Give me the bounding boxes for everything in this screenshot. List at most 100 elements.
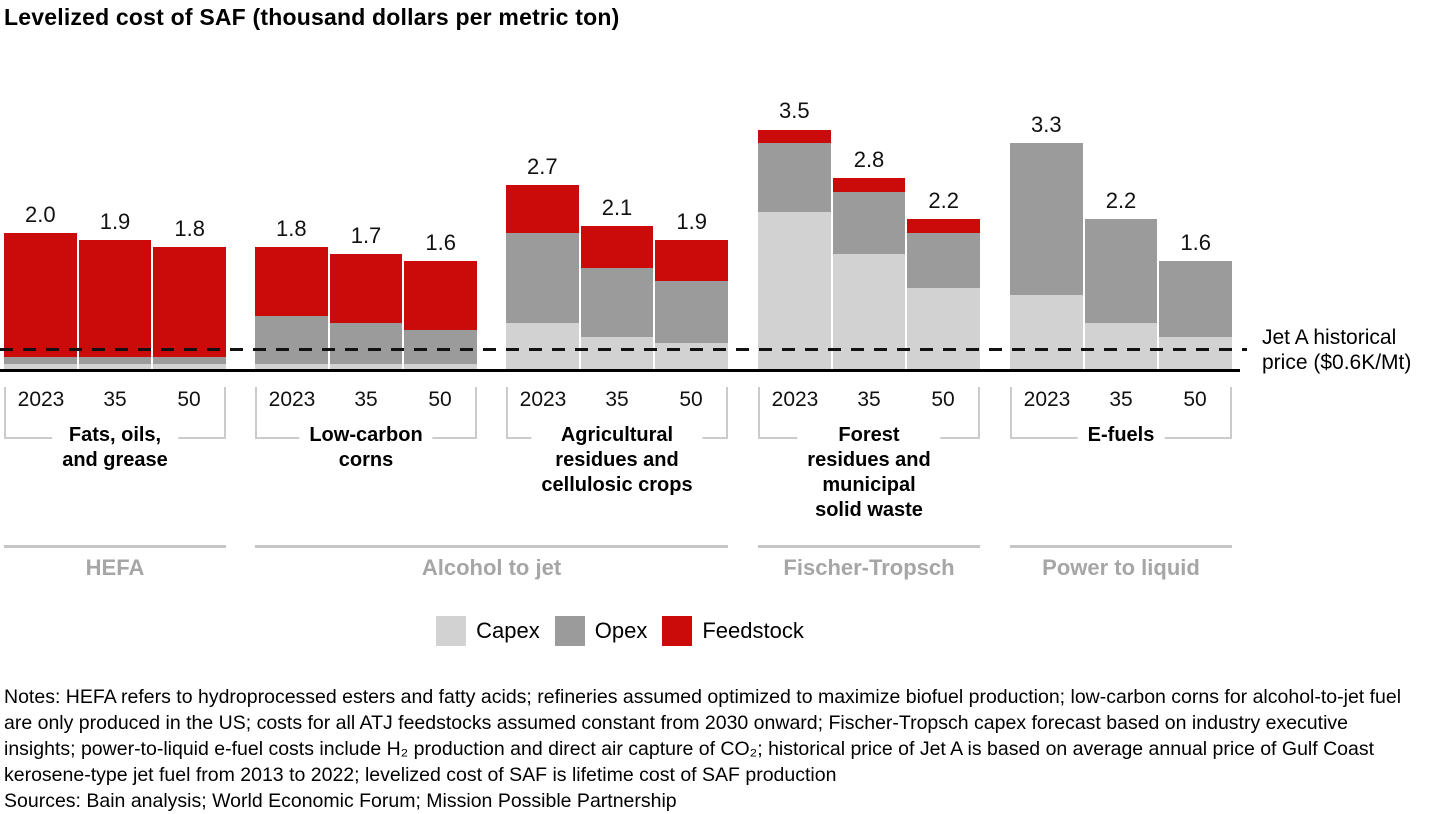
- bar-group-4: 3.5 2.8 2.2: [758, 98, 981, 371]
- bar-value-label: 1.7: [350, 223, 382, 248]
- bar-segment-feedstock: [832, 178, 906, 192]
- jet-a-reference-dashed-line: [0, 348, 1247, 351]
- bar-segment-opex: [580, 267, 654, 337]
- footnotes: Notes: HEFA refers to hydroprocessed est…: [4, 684, 1418, 814]
- bar-value-label: 1.6: [1180, 230, 1211, 255]
- bar-value-label: 1.6: [425, 230, 456, 255]
- bar-segment-opex: [1010, 143, 1083, 296]
- bar-segment-capex: [580, 336, 654, 371]
- bar-value-label: 2.1: [601, 195, 633, 220]
- bar-segment-capex: [1010, 295, 1083, 371]
- stacked-bar-50: 1.6: [404, 230, 478, 371]
- year-label: 2023: [17, 388, 65, 411]
- feedstock-bracket-2: Low-carbon corns: [255, 387, 477, 473]
- stacked-bar-50: 1.8: [153, 216, 227, 371]
- year-label: 2023: [771, 388, 819, 411]
- bar-segment-feedstock: [655, 240, 729, 282]
- bar-segment-capex: [1084, 322, 1158, 371]
- legend-label: Capex: [476, 618, 540, 643]
- bar-segment-opex: [1084, 219, 1158, 323]
- bar-segment-feedstock: [580, 226, 654, 268]
- stacked-bar-2023: 3.3: [1010, 112, 1083, 371]
- bar-segment-opex: [506, 233, 579, 323]
- feedstock-group-label: Agricultural residues and cellulosic cro…: [531, 423, 703, 498]
- feedstock-bracket-5: E-fuels: [1010, 387, 1232, 448]
- year-label: 2023: [268, 388, 316, 411]
- legend-label: Opex: [594, 618, 648, 643]
- pathway-label: Alcohol to jet: [421, 555, 562, 580]
- bar-segment-feedstock: [78, 239, 152, 358]
- plot-area: 2.0 1.9 1.8 1.8 1.7 1.6 2.7 2.1 1.9 3.5 2.8 2.2 3.3 2…: [0, 0, 1250, 373]
- pathway-label: Fischer-Tropsch: [783, 555, 955, 580]
- bar-segment-opex: [1159, 261, 1233, 337]
- year-labels-group-3: 2023 35 50: [506, 388, 728, 412]
- legend-label: Feedstock: [702, 618, 804, 643]
- year-label: 35: [354, 388, 378, 411]
- capex-legend-swatch: [436, 616, 467, 646]
- pathway-line: [255, 545, 728, 548]
- bar-segment-capex: [404, 364, 478, 371]
- stacked-bar-35: 2.1: [580, 195, 654, 371]
- year-label: 50: [679, 388, 703, 411]
- bar-segment-capex: [4, 364, 77, 371]
- stacked-bar-2023: 3.5: [758, 98, 831, 371]
- year-label: 2023: [519, 388, 567, 411]
- bar-segment-feedstock: [404, 261, 478, 330]
- feedstock-group-label: E-fuels: [1077, 423, 1165, 448]
- bar-segment-opex: [655, 281, 729, 344]
- feedstock-bracket-1: Fats, oils, and grease: [4, 387, 226, 473]
- pathway-label: HEFA: [85, 555, 145, 580]
- bar-group-5: 3.3 2.2 1.6: [1010, 112, 1233, 371]
- bar-segment-capex: [758, 212, 831, 371]
- bar-value-label: 2.2: [1105, 188, 1137, 213]
- legend-item-feedstock: Feedstock: [662, 616, 804, 646]
- bar-segment-feedstock: [255, 247, 328, 316]
- year-label: 35: [605, 388, 629, 411]
- page-title: Levelized cost of SAF (thousand dollars …: [4, 4, 620, 30]
- notes-text: Notes: HEFA refers to hydroprocessed est…: [4, 686, 1402, 786]
- bar-segment-opex: [329, 322, 403, 365]
- bar-segment-opex: [4, 357, 77, 365]
- bar-segment-capex: [506, 322, 579, 371]
- year-label: 2023: [1023, 388, 1071, 411]
- year-labels-group-1: 2023 35 50: [4, 388, 226, 412]
- bar-segment-opex: [907, 233, 981, 289]
- stacked-bar-50: 2.2: [907, 188, 981, 371]
- legend: Capex Opex Feedstock: [0, 616, 1240, 646]
- stacked-bar-50: 1.9: [655, 209, 729, 371]
- feedstock-group-label: Forest residues and municipal solid wast…: [797, 423, 941, 523]
- pathway-label: Power to liquid: [1042, 555, 1200, 580]
- feedstock-group-label: Fats, oils, and grease: [52, 423, 178, 473]
- stacked-bar-2023: 1.8: [255, 216, 328, 371]
- bar-segment-feedstock: [506, 185, 579, 234]
- x-axis-line: [0, 369, 1240, 372]
- bar-segment-feedstock: [4, 233, 77, 358]
- bar-value-label: 1.9: [676, 209, 707, 234]
- bar-value-label: 2.2: [928, 188, 959, 213]
- bar-segment-capex: [1159, 336, 1233, 371]
- bar-value-label: 1.8: [276, 216, 307, 241]
- bar-value-label: 2.8: [853, 147, 885, 172]
- stacked-bar-50: 1.6: [1159, 230, 1233, 371]
- bar-group-1: 2.0 1.9 1.8: [4, 202, 227, 371]
- bar-value-label: 1.8: [174, 216, 205, 241]
- bar-segment-capex: [832, 253, 906, 371]
- year-label: 35: [1109, 388, 1133, 411]
- bar-value-label: 3.3: [1031, 112, 1062, 137]
- year-label: 35: [857, 388, 881, 411]
- year-labels-group-5: 2023 35 50: [1010, 388, 1232, 412]
- bar-segment-opex: [255, 315, 328, 365]
- stacked-bar-35: 1.9: [78, 209, 152, 371]
- bar-group-2: 1.8 1.7 1.6: [255, 216, 478, 371]
- year-label: 50: [177, 388, 201, 411]
- pathway-line: [758, 545, 980, 548]
- bar-segment-capex: [907, 288, 981, 371]
- stacked-bar-35: 1.7: [329, 223, 403, 371]
- jet-a-price-label: Jet A historical price ($0.6K/Mt): [1262, 326, 1412, 374]
- bar-segment-opex: [758, 143, 831, 213]
- legend-item-capex: Capex: [436, 616, 540, 646]
- bar-segment-opex: [404, 329, 478, 365]
- bar-segment-opex: [78, 357, 152, 365]
- feedstock-bracket-3: Agricultural residues and cellulosic cro…: [506, 387, 728, 498]
- bar-segment-opex: [153, 357, 227, 365]
